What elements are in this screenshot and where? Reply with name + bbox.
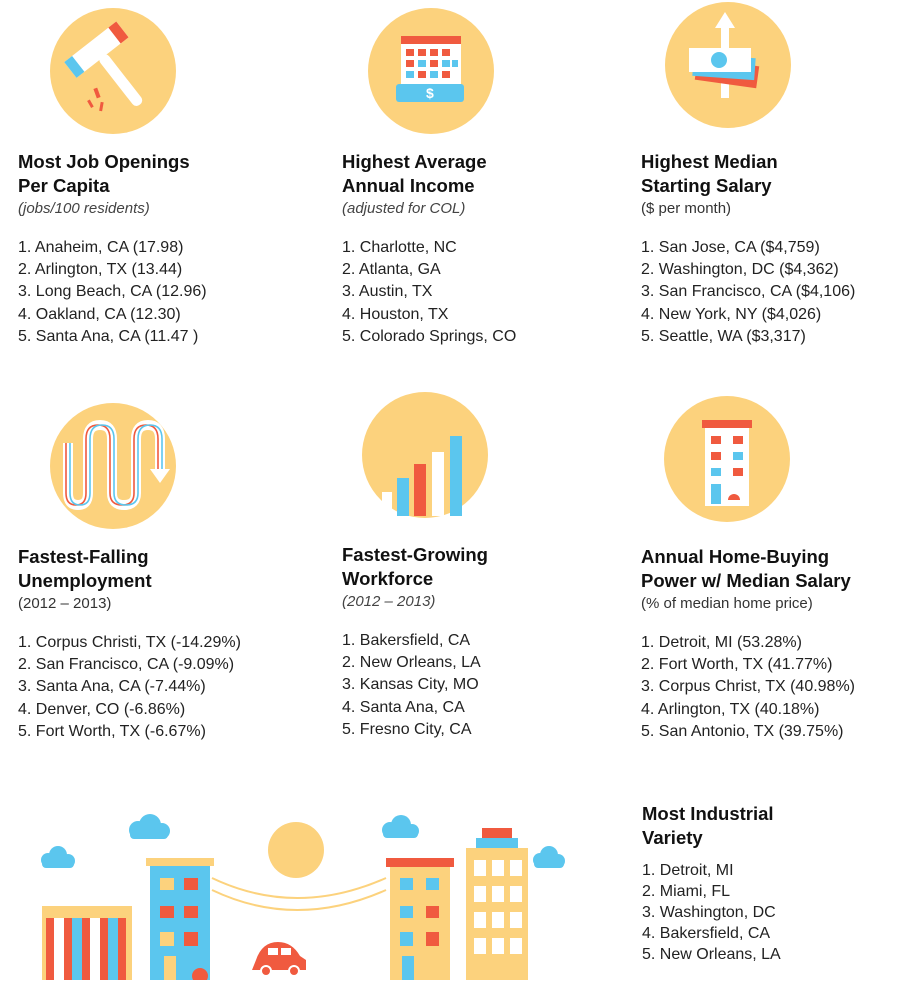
card-subtitle: (adjusted for COL) [342,200,466,217]
list-item: 4. Houston, TX [342,305,449,323]
list-item: 4. Santa Ana, CA [342,698,465,716]
list-item: 3. San Francisco, CA ($4,106) [641,283,856,301]
card-title: Most Job Openings Per Capita [18,151,190,196]
card-title: Highest Median Starting Salary [641,151,778,196]
list-item: 1. Detroit, MI [642,862,734,879]
card-subtitle: (jobs/100 residents) [18,200,150,217]
car-icon [252,942,306,977]
list-item: 1. Charlotte, NC [342,239,457,256]
card-growing-workforce: Fastest-Growing Workforce (2012 – 2013) 1… [342,543,612,741]
card-title: Fastest-Growing Workforce [342,544,488,589]
ranking-list: 1. Detroit, MI 2. Miami, FL 3. Washingto… [642,860,900,965]
list-item: 5. Fresno City, CA [342,720,472,738]
money-stack-arrow-icon [665,2,791,128]
list-item: 5. Colorado Springs, CO [342,327,517,345]
building-icon [664,396,790,522]
list-item: 5. Fort Worth, TX (-6.67%) [18,722,206,740]
list-item: 3. Santa Ana, CA (-7.44%) [18,678,206,696]
card-title: Fastest-Falling Unemployment [18,546,152,591]
list-item: 1. San Jose, CA ($4,759) [641,239,820,256]
ranking-list: 1. Bakersfield, CA 2. New Orleans, LA 3.… [342,630,612,741]
list-item: 3. Kansas City, MO [342,676,479,694]
list-item: 3. Washington, DC [642,904,776,921]
cloud-icon [533,846,565,868]
card-industrial-variety: Most Industrial Variety 1. Detroit, MI 2.… [642,802,900,965]
cityscape-illustration [41,814,565,980]
list-item: 2. San Francisco, CA (-9.09%) [18,656,235,674]
card-subtitle: (2012 – 2013) [342,593,436,610]
cloud-icon [129,814,170,839]
calendar-paycheck-icon: $ [368,8,494,134]
card-subtitle: (% of median home price) [641,595,813,612]
bar-growth-icon [362,392,488,518]
list-item: 4. Denver, CO (-6.86%) [18,700,186,718]
card-subtitle: (2012 – 2013) [18,595,112,612]
card-annual-income: Highest Average Annual Income (adjusted f… [342,150,612,348]
list-item: 2. Fort Worth, TX (41.77%) [641,656,833,674]
cloud-icon [382,815,419,838]
card-job-openings: Most Job Openings Per Capita (jobs/100 re… [18,150,288,348]
list-item: 4. Oakland, CA (12.30) [18,305,181,323]
card-title: Annual Home-Buying Power w/ Median Salary [641,546,851,591]
hammer-icon [50,8,176,134]
list-item: 4. New York, NY ($4,026) [641,305,822,323]
list-item: 4. Bakersfield, CA [642,925,771,942]
ranking-list: 1. Anaheim, CA (17.98) 2. Arlington, TX … [18,237,288,348]
list-item: 3. Corpus Christ, TX (40.98%) [641,678,856,696]
list-item: 3. Austin, TX [342,283,433,301]
card-subtitle: ($ per month) [641,200,732,217]
card-home-buying: Annual Home-Buying Power w/ Median Salary… [641,545,900,743]
ranking-list: 1. San Jose, CA ($4,759) 2. Washington, … [641,237,900,348]
cloud-icon [41,846,75,868]
list-item: 2. Arlington, TX (13.44) [18,261,183,279]
list-item: 3. Long Beach, CA (12.96) [18,283,207,301]
list-item: 1. Bakersfield, CA [342,632,471,649]
card-title: Highest Average Annual Income [342,151,487,196]
list-item: 2. Atlanta, GA [342,261,441,279]
list-item: 4. Arlington, TX (40.18%) [641,700,820,718]
card-falling-unemployment: Fastest-Falling Unemployment (2012 – 2013… [18,545,288,743]
list-item: 1. Corpus Christi, TX (-14.29%) [18,634,241,651]
svg-text:$: $ [426,85,434,101]
list-item: 2. Washington, DC ($4,362) [641,261,839,279]
card-starting-salary: Highest Median Starting Salary ($ per mon… [641,150,900,348]
list-item: 1. Detroit, MI (53.28%) [641,634,802,651]
list-item: 5. Seattle, WA ($3,317) [641,327,806,345]
ranking-list: 1. Detroit, MI (53.28%) 2. Fort Worth, T… [641,632,900,743]
list-item: 5. New Orleans, LA [642,946,781,963]
list-item: 1. Anaheim, CA (17.98) [18,239,184,256]
list-item: 2. Miami, FL [642,883,731,900]
sun-icon [268,822,324,878]
list-item: 5. San Antonio, TX (39.75%) [641,722,844,740]
winding-arrow-icon [50,403,176,529]
list-item: 5. Santa Ana, CA (11.47 ) [18,327,199,345]
ranking-list: 1. Corpus Christi, TX (-14.29%) 2. San F… [18,632,288,743]
ranking-list: 1. Charlotte, NC 2. Atlanta, GA 3. Austi… [342,237,612,348]
list-item: 2. New Orleans, LA [342,654,481,672]
card-title: Most Industrial Variety [642,803,774,848]
